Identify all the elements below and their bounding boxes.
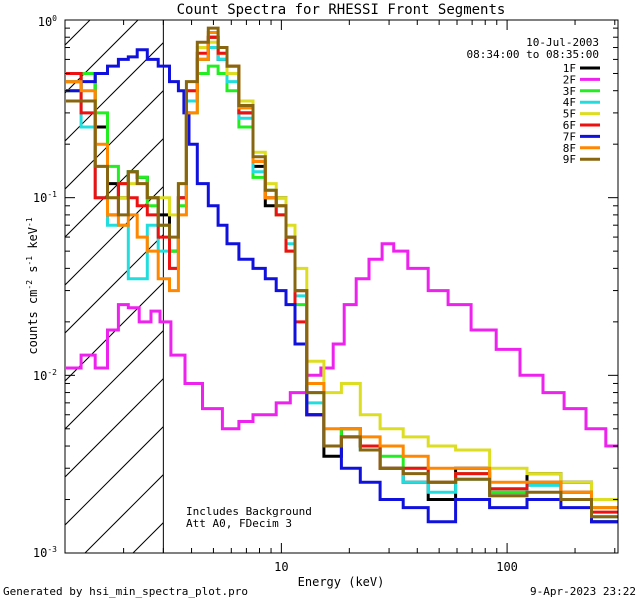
hatch-line [65, 425, 164, 526]
footer-timestamp: 9-Apr-2023 23:22 [530, 585, 636, 598]
observation-time-range: 08:34:00 to 08:35:00 [467, 48, 599, 61]
legend-label-1F: 1F [563, 62, 576, 75]
legend-label-3F: 3F [563, 85, 576, 98]
x-tick-label-100: 100 [496, 560, 518, 574]
hatch-line [613, 20, 640, 553]
hatch-line [65, 89, 164, 190]
legend-label-8F: 8F [563, 142, 576, 155]
y-tick-label-1e0: 100 [38, 14, 57, 29]
chart-title: Count Spectra for RHESSI Front Segments [177, 2, 506, 18]
hatch-line [0, 20, 42, 553]
spectra-series [66, 26, 618, 524]
axis-ticks [65, 19, 618, 554]
legend-label-9F: 9F [563, 153, 576, 166]
annotation-background: Includes Background [186, 505, 312, 518]
series-line-4F [66, 46, 618, 519]
legend-label-2F: 2F [563, 73, 576, 86]
hatch-line [229, 20, 640, 553]
observation-date: 10-Jul-2003 [526, 36, 599, 49]
series-line-5F [66, 40, 618, 501]
excluded-energy-hatch-region [0, 20, 640, 553]
hatch-line [65, 377, 164, 478]
hatch-line [65, 281, 164, 382]
legend-label-4F: 4F [563, 96, 576, 109]
plot-frame [64, 19, 619, 554]
series-line-8F [66, 31, 618, 510]
x-tick-label-10: 10 [274, 560, 288, 574]
x-axis-label: Energy (keV) [298, 575, 385, 589]
series-line-7F [66, 48, 618, 524]
hatch-line [65, 185, 164, 286]
series-line-1F [66, 35, 618, 524]
legend-label-7F: 7F [563, 130, 576, 143]
y-tick-label-1e-2: 10-2 [33, 368, 57, 383]
footer-generated-by: Generated by hsi_min_spectra_plot.pro [3, 585, 248, 598]
hatch-line [65, 233, 164, 334]
y-tick-label-1e-3: 10-3 [33, 545, 57, 560]
hatch-line [65, 41, 164, 142]
legend-label-5F: 5F [563, 108, 576, 121]
series-line-3F [66, 64, 618, 510]
y-axis-label: counts cm-2 s-1 keV-1 [25, 217, 40, 354]
legend-label-6F: 6F [563, 119, 576, 132]
annotation-attenuator: Att A0, FDecim 3 [186, 517, 292, 530]
y-tick-label-1e-1: 10-1 [33, 190, 57, 205]
hatch-line [565, 20, 640, 553]
series-line-9F [66, 26, 618, 519]
